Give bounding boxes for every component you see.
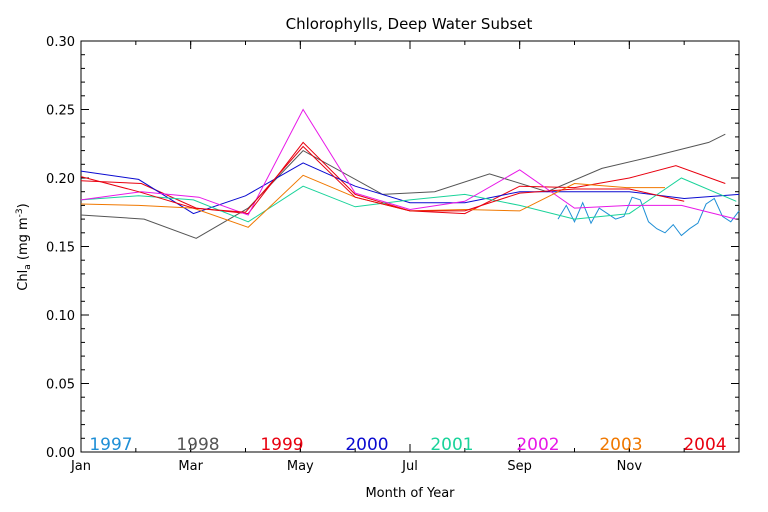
y-tick-label: 0.20: [46, 172, 75, 187]
legend: 1997 1998 1999 2000 2001 2002 2003 2004: [89, 435, 726, 455]
x-axis-label: Month of Year: [365, 486, 455, 501]
legend-label-1997: 1997: [89, 435, 132, 455]
y-axis-label-base: Chl: [16, 270, 31, 291]
y-tick-label: 0.15: [46, 241, 75, 256]
y-axis-label-mid: (mg m: [16, 217, 31, 264]
x-tick-label: Sep: [507, 459, 532, 474]
series-line-1997: [557, 196, 740, 237]
y-tick-label: 0.05: [46, 378, 75, 393]
legend-label-1998: 1998: [176, 435, 219, 455]
series-line-2004: [80, 145, 685, 213]
y-tick-label: 0.00: [46, 446, 75, 461]
x-tick-label: Nov: [617, 459, 643, 474]
x-tick-label: Jul: [401, 459, 418, 474]
series-lines: [80, 108, 740, 239]
y-tick-label: 0.30: [46, 35, 75, 50]
y-axis: 0.00 0.05 0.10 0.15 0.20 0.25 0.30: [46, 35, 739, 461]
legend-label-2000: 2000: [345, 435, 388, 455]
y-axis-label-sup: -3: [15, 208, 25, 217]
y-tick-label: 0.10: [46, 309, 75, 324]
legend-label-2002: 2002: [516, 435, 559, 455]
legend-label-2001: 2001: [430, 435, 473, 455]
y-axis-label-sub: a: [23, 264, 33, 270]
series-line-2000: [80, 162, 740, 215]
x-tick-label: May: [287, 459, 314, 474]
legend-label-1999: 1999: [260, 435, 303, 455]
legend-label-2004: 2004: [683, 435, 726, 455]
y-tick-label: 0.25: [46, 104, 75, 119]
x-tick-label: Mar: [178, 459, 203, 474]
plot-frame: [80, 40, 740, 453]
legend-label-2003: 2003: [599, 435, 642, 455]
x-tick-label: Jan: [70, 459, 91, 474]
series-line-2002: [80, 108, 737, 220]
y-axis-label-end: ): [16, 203, 31, 208]
y-axis-label: Chla (mg m-3): [15, 203, 33, 290]
x-axis: Jan Mar May Jul Sep Nov: [70, 41, 740, 474]
series-line-2001: [80, 177, 737, 223]
chart-title: Chlorophylls, Deep Water Subset: [286, 15, 533, 33]
series-line-1998: [80, 133, 726, 239]
